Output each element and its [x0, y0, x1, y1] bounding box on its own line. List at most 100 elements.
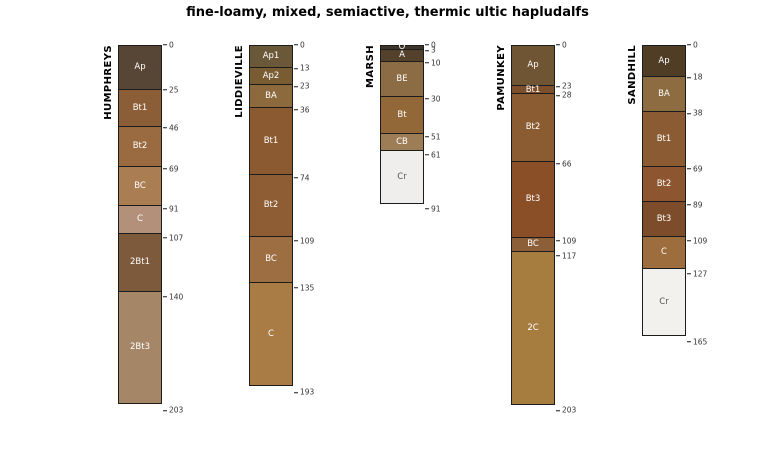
- soil-profile-sandhill: SANDHILL Ap BA Bt1 Bt2 Bt3 C Cr 0 18 38 69 89 109 127 1…: [627, 41, 707, 345]
- horizon-label: Ap: [658, 55, 670, 66]
- horizon-bc: BC: [118, 166, 162, 206]
- profile-name-label: LIDDIEVILLE: [234, 45, 245, 118]
- horizon-label: Bt3: [656, 213, 672, 224]
- tick-mark: [425, 154, 429, 156]
- depth-label: 89: [693, 200, 703, 210]
- tick-mark: [425, 62, 429, 64]
- depth-label: 10: [431, 58, 441, 68]
- tick-mark: [163, 89, 167, 91]
- depth-tick: 23: [294, 83, 310, 91]
- depth-label: 3: [431, 45, 436, 55]
- tick-mark: [556, 409, 560, 411]
- depth-tick: 28: [556, 92, 572, 100]
- horizon-label: Bt: [397, 109, 407, 120]
- depth-tick: 38: [687, 110, 703, 118]
- horizon-label: Cr: [397, 171, 407, 182]
- tick-mark: [163, 237, 167, 239]
- depth-label: 203: [169, 405, 184, 415]
- horizon-c: C: [118, 204, 162, 234]
- depth-label: 74: [300, 173, 310, 183]
- profile-name-label: MARSH: [365, 45, 376, 88]
- horizon-label: Bt3: [525, 194, 541, 205]
- chart-title: fine-loamy, mixed, semiactive, thermic u…: [186, 5, 589, 20]
- tick-mark: [294, 240, 298, 242]
- horizon-label: Ap1: [262, 51, 280, 62]
- horizon-label: BC: [527, 239, 539, 250]
- horizon-label: Bt2: [132, 141, 148, 152]
- soil-profile-liddieville: LIDDIEVILLE Ap1 Ap2 BA Bt1 Bt2 BC C 0 13 23 36 74 109…: [234, 41, 314, 395]
- profile-name-label: PAMUNKEY: [496, 45, 507, 111]
- horizon-be: BE: [380, 60, 424, 97]
- tick-mark: [556, 163, 560, 165]
- depth-label: 69: [693, 164, 703, 174]
- tick-mark: [425, 98, 429, 100]
- depth-label: 0: [169, 40, 174, 50]
- horizon-label: Bt1: [525, 84, 541, 95]
- horizon-bt3: Bt3: [642, 201, 686, 238]
- horizon-bt2: Bt2: [118, 125, 162, 168]
- horizon-bc: BC: [511, 237, 555, 252]
- profile-name-label: HUMPHREYS: [103, 45, 114, 120]
- depth-tick: 69: [687, 165, 703, 173]
- horizon-bt1: Bt1: [642, 111, 686, 168]
- horizon-bt: Bt: [380, 95, 424, 134]
- depth-tick: 36: [294, 106, 310, 114]
- depth-tick: 165: [687, 338, 707, 346]
- tick-mark: [687, 168, 691, 170]
- soil-profile-humphreys: HUMPHREYS Ap Bt1 Bt2 BC C 2Bt1 2Bt3 0 25 46 69 91 107…: [103, 41, 183, 413]
- horizon-label: BC: [134, 180, 146, 191]
- tick-mark: [556, 255, 560, 257]
- tick-mark: [687, 341, 691, 343]
- horizon-label: BE: [396, 73, 408, 84]
- depth-label: 38: [693, 108, 703, 118]
- tick-mark: [294, 287, 298, 289]
- depth-tick: 0: [556, 41, 567, 49]
- horizon-label: C: [661, 247, 667, 258]
- tick-mark: [163, 208, 167, 210]
- horizon-label: BA: [265, 90, 277, 101]
- depth-label: 117: [562, 250, 577, 260]
- soil-profile-pamunkey: PAMUNKEY Ap Bt1 Bt2 Bt3 BC 2C 0 23 28 66 109 117 203: [496, 41, 576, 413]
- horizon-ap: Ap: [642, 45, 686, 78]
- depth-tick: 127: [687, 270, 707, 278]
- tick-mark: [294, 177, 298, 179]
- depth-label: 28: [562, 90, 572, 100]
- depth-label: 51: [431, 132, 441, 142]
- tick-mark: [294, 67, 298, 69]
- depth-tick: 30: [425, 95, 441, 103]
- horizon-stack: Ap Bt1 Bt2 BC C 2Bt1 2Bt3: [118, 45, 162, 405]
- depth-label: 0: [300, 40, 305, 50]
- depth-tick: 0: [687, 41, 698, 49]
- depth-tick: 0: [163, 41, 174, 49]
- horizon-stack: Ap1 Ap2 BA Bt1 Bt2 BC C: [249, 45, 293, 387]
- tick-mark: [556, 44, 560, 46]
- horizon-ap1: Ap1: [249, 45, 293, 69]
- horizon-label: Bt2: [656, 178, 672, 189]
- depth-tick: 69: [163, 165, 179, 173]
- depth-label: 30: [431, 94, 441, 104]
- depth-tick: 74: [294, 174, 310, 182]
- tick-mark: [163, 296, 167, 298]
- depth-label: 193: [300, 387, 315, 397]
- horizon-label: Ap: [527, 60, 539, 71]
- depth-label: 66: [562, 159, 572, 169]
- tick-mark: [425, 44, 429, 46]
- horizon-label: 2C: [527, 322, 539, 333]
- horizon-bt2: Bt2: [511, 93, 555, 162]
- horizon-2bt3: 2Bt3: [118, 290, 162, 405]
- depth-label: 23: [300, 81, 310, 91]
- depth-tick: 140: [163, 293, 183, 301]
- depth-label: 0: [693, 40, 698, 50]
- horizon-stack: Ap Bt1 Bt2 Bt3 BC 2C: [511, 45, 555, 406]
- horizon-ba: BA: [642, 76, 686, 113]
- depth-label: 0: [431, 40, 436, 50]
- depth-tick: 23: [556, 83, 572, 91]
- depth-tick: 89: [687, 201, 703, 209]
- tick-mark: [687, 112, 691, 114]
- horizon-label: Bt2: [525, 122, 541, 133]
- depth-tick: 91: [425, 205, 441, 213]
- depth-tick: 109: [294, 237, 314, 245]
- horizon-ap: Ap: [511, 45, 555, 87]
- tick-mark: [425, 208, 429, 210]
- horizon-label: Ap2: [262, 71, 280, 82]
